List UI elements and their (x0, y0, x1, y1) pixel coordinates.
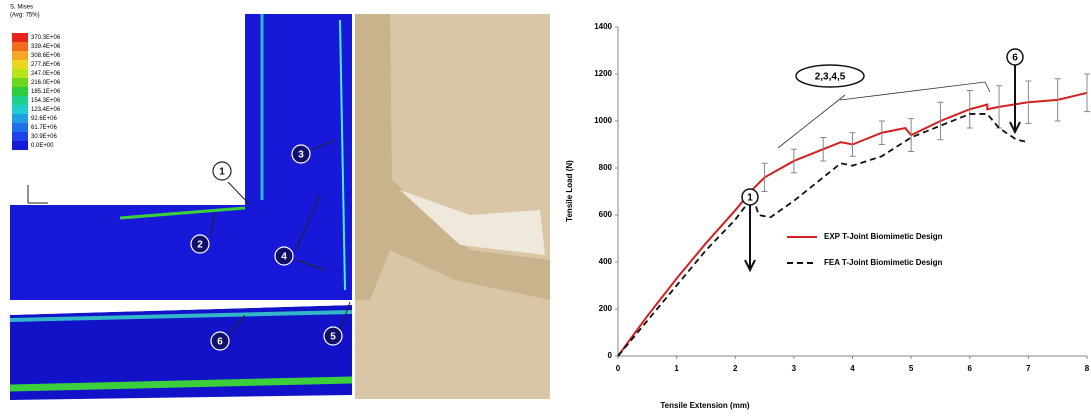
y-tick-label: 200 (599, 304, 613, 313)
annotation-arrow (777, 81, 991, 149)
y-tick-label: 1400 (594, 22, 612, 31)
error-bar (1025, 80, 1032, 124)
legend-swatch (12, 33, 28, 42)
callout-circle (212, 161, 232, 181)
x-tick-label: 7 (1026, 364, 1031, 373)
annotation-arrow (1009, 65, 1021, 135)
error-bar (761, 162, 768, 192)
y-tick-label: 1000 (594, 116, 612, 125)
x-tick-label: 8 (1085, 364, 1090, 373)
x-tick-label: 3 (792, 364, 797, 373)
legend-swatch (12, 141, 28, 150)
callout-label: 4 (281, 252, 287, 263)
legend-title: S, Mises (10, 5, 33, 11)
legend-label: 30.9E+06 (31, 134, 58, 140)
x-tick-label: 5 (909, 364, 914, 373)
legend-swatch (12, 60, 28, 69)
legend-label: 154.3E+06 (31, 98, 61, 104)
error-bar (1054, 78, 1061, 122)
fea-stress-band (339, 19, 346, 291)
legend-label: FEA T-Joint Biomimetic Design (824, 258, 942, 267)
legend-swatch (12, 69, 28, 78)
annotation: 1 (747, 193, 753, 204)
callout-circle (291, 144, 311, 164)
callout-label: 1 (219, 167, 225, 178)
y-axis-label: Tensile Load (N) (565, 160, 574, 222)
y-tick-label: 800 (599, 163, 613, 172)
x-tick-label: 6 (968, 364, 973, 373)
legend-label: 92.6E+06 (31, 116, 58, 122)
legend-label: 247.0E+06 (31, 71, 61, 77)
error-bar (908, 118, 915, 153)
legend-swatch (12, 123, 28, 132)
legend-swatch (12, 51, 28, 60)
legend-label: 339.4E+06 (31, 44, 61, 50)
series-line (617, 91, 1088, 357)
legend-subtitle: (Avg: 75%) (10, 13, 40, 19)
error-bar (820, 136, 827, 162)
callout-label: 3 (298, 150, 304, 161)
legend-label: 277.8E+06 (31, 62, 61, 68)
callout-label: 2 (197, 240, 203, 251)
callout-circle (210, 331, 230, 351)
error-bar (878, 120, 885, 145)
callout-label: 6 (217, 337, 223, 348)
error-bar (937, 101, 944, 141)
legend-label: 370.3E+06 (31, 35, 61, 41)
legend-swatch (12, 96, 28, 105)
x-tick-label: 0 (616, 364, 621, 373)
x-tick-label: 4 (850, 364, 855, 373)
callout-label: 5 (330, 332, 336, 343)
legend-swatch (12, 105, 28, 114)
error-bar (1084, 73, 1090, 113)
fea-gap (10, 300, 352, 315)
fea-stress-band (9, 376, 353, 392)
legend-swatch (12, 87, 28, 96)
legend-swatch (12, 78, 28, 87)
fea-base (10, 305, 352, 400)
legend-label: 216.0E+06 (31, 80, 61, 86)
callout-circle (323, 326, 343, 346)
photo-shade (355, 14, 550, 300)
x-tick-label: 1 (674, 364, 679, 373)
y-tick-label: 0 (608, 351, 613, 360)
legend-label: 123.4E+06 (31, 107, 61, 113)
callout-circle (274, 246, 294, 266)
annotation-arrow (744, 205, 756, 273)
photo-highlight (400, 190, 545, 255)
error-bar (849, 132, 856, 157)
legend-label: EXP T-Joint Biomimetic Design (824, 232, 943, 241)
legend-swatch (12, 132, 28, 141)
x-tick-label: 2 (733, 364, 738, 373)
fea-stress-band (9, 310, 353, 322)
annotation-oval (795, 64, 865, 88)
x-axis-label: Tensile Extension (mm) (660, 401, 750, 410)
legend-label: 0.0E+00 (31, 143, 54, 149)
y-tick-label: 600 (599, 210, 613, 219)
legend-swatch (12, 114, 28, 123)
fea-stress-band (119, 206, 246, 220)
legend-swatch (12, 42, 28, 51)
y-tick-label: 1200 (594, 69, 612, 78)
legend-label: 185.1E+06 (31, 89, 61, 95)
arrows (27, 139, 351, 334)
annotation: 6 (1012, 53, 1018, 64)
error-bar (996, 85, 1003, 129)
series-line (617, 113, 1029, 357)
legend-label: 308.6E+06 (31, 53, 61, 59)
legend-label: 61.7E+06 (31, 125, 58, 131)
error-bar (966, 89, 973, 129)
fea-joint (10, 14, 352, 300)
overlay: S, Mises (Avg: 75%) 370.3E+06 339.4E+06 308.… (10, 5, 1090, 373)
error-bar (790, 148, 797, 174)
annotation: 2,3,4,5 (815, 72, 846, 83)
y-tick-label: 400 (599, 257, 613, 266)
callout-circle (190, 234, 210, 254)
